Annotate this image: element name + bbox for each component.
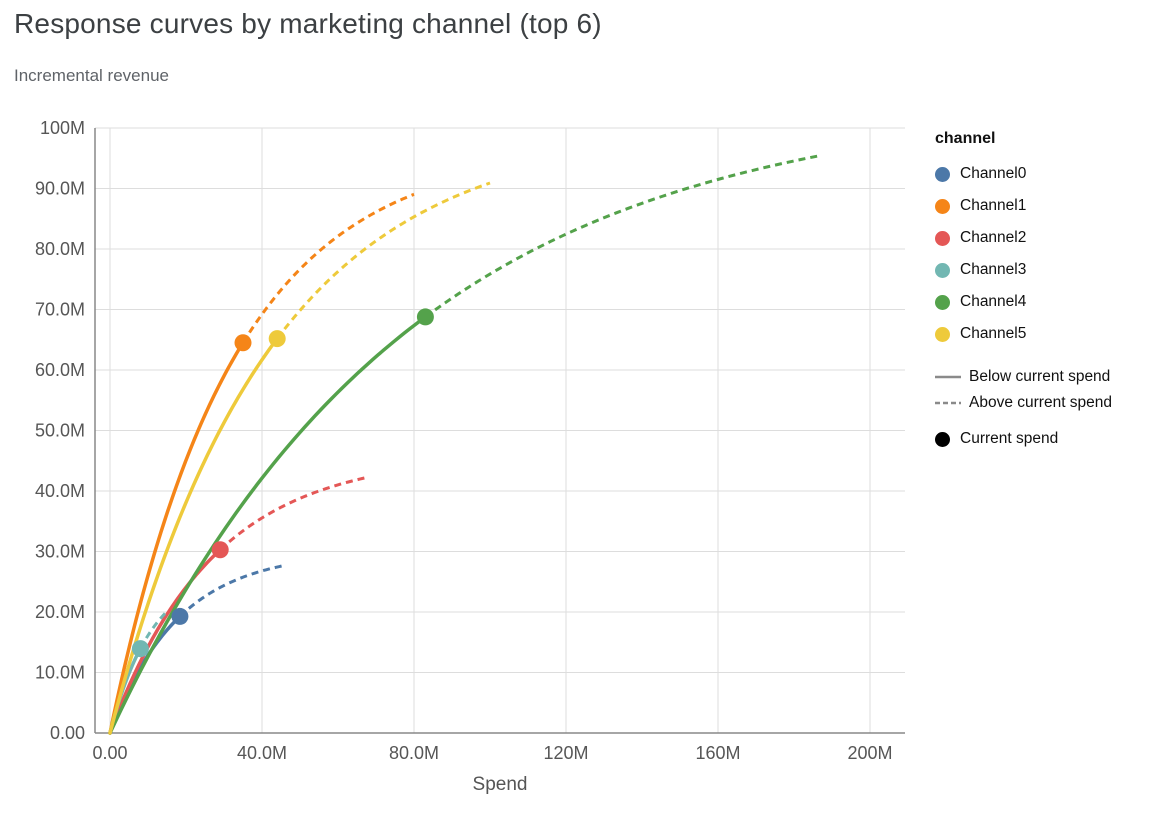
curve-solid-channel4 xyxy=(108,315,428,735)
y-tick-label: 60.0M xyxy=(35,360,85,380)
legend-gap xyxy=(935,350,1161,364)
legend-label: Below current spend xyxy=(969,368,1111,385)
legend-swatch-channel5 xyxy=(935,326,950,342)
legend: channel Channel0 Channel1 Channel2 Channel3… xyxy=(935,130,1161,454)
legend-title: channel xyxy=(935,130,996,147)
y-tick-label: 0.00 xyxy=(50,723,85,743)
legend-swatch-channel2 xyxy=(935,230,950,246)
legend-item-channel4: Channel4 xyxy=(935,286,1161,318)
legend-swatch-channel4 xyxy=(935,294,950,310)
curve-dashed-channel3 xyxy=(139,610,169,650)
y-tick-label: 80.0M xyxy=(35,239,85,259)
curve-dashed-channel5 xyxy=(276,181,491,340)
legend-label: Current spend xyxy=(960,430,1059,447)
legend-item-below-current-spend: Below current spend xyxy=(935,364,1161,390)
legend-label: Channel3 xyxy=(960,261,1027,278)
legend-label: Channel1 xyxy=(960,197,1027,214)
chart-subtitle: Incremental revenue xyxy=(14,66,169,85)
x-tick-label: 80.0M xyxy=(389,743,439,763)
current-spend-dot-channel5 xyxy=(268,330,286,348)
y-tick-label: 20.0M xyxy=(35,602,85,622)
x-tick-label: 40.0M xyxy=(237,743,287,763)
curve-dashed-channel1 xyxy=(241,192,415,344)
curve-dashed-channel2 xyxy=(219,476,365,551)
legend-item-channel3: Channel3 xyxy=(935,254,1161,286)
curve-solid-channel2 xyxy=(108,548,222,735)
legend-point-entry: Current spend xyxy=(935,424,1161,454)
legend-label: Channel2 xyxy=(960,229,1027,246)
legend-line-style-entries: Below current spend Above current spend xyxy=(935,364,1161,416)
legend-item-channel1: Channel1 xyxy=(935,190,1161,222)
chart-title: Response curves by marketing channel (to… xyxy=(14,8,602,39)
legend-item-channel2: Channel2 xyxy=(935,222,1161,254)
dashed-line-icon xyxy=(935,401,961,405)
curve-dashed-channel4 xyxy=(424,154,821,319)
y-tick-label: 40.0M xyxy=(35,481,85,501)
x-tick-label: 160M xyxy=(695,743,740,763)
current-spend-dot-channel4 xyxy=(416,308,434,326)
current-spend-dot-channel1 xyxy=(234,334,252,352)
y-tick-label: 100M xyxy=(40,118,85,138)
legend-item-channel0: Channel0 xyxy=(935,158,1161,190)
legend-item-above-current-spend: Above current spend xyxy=(935,390,1161,416)
y-tick-label: 30.0M xyxy=(35,542,85,562)
curve-dashed-channel0 xyxy=(178,564,284,618)
current-spend-dot-icon xyxy=(935,431,950,447)
legend-item-channel5: Channel5 xyxy=(935,318,1161,350)
y-tick-label: 10.0M xyxy=(35,663,85,683)
curve-solid-channel1 xyxy=(108,340,245,735)
legend-channel-entries: Channel0 Channel1 Channel2 Channel3 Channel4… xyxy=(935,158,1161,350)
current-spend-dot-channel0 xyxy=(171,607,189,625)
legend-swatch-channel3 xyxy=(935,262,950,278)
current-spend-dot-channel2 xyxy=(211,541,229,559)
legend-label: Channel5 xyxy=(960,325,1027,342)
legend-label: Channel4 xyxy=(960,293,1027,310)
legend-swatch-channel1 xyxy=(935,198,950,214)
legend-label: Above current spend xyxy=(969,394,1113,411)
x-axis-title: Spend xyxy=(472,774,528,795)
legend-swatch-channel0 xyxy=(935,166,950,182)
current-spend-dot-channel3 xyxy=(131,640,149,658)
y-tick-label: 50.0M xyxy=(35,421,85,441)
y-tick-label: 70.0M xyxy=(35,300,85,320)
legend-label: Channel0 xyxy=(960,165,1027,182)
curve-solid-channel0 xyxy=(108,614,182,735)
x-tick-label: 200M xyxy=(847,743,892,763)
solid-line-icon xyxy=(935,375,961,379)
legend-item-current-spend: Current spend xyxy=(935,424,1161,454)
y-tick-label: 90.0M xyxy=(35,179,85,199)
x-tick-label: 120M xyxy=(543,743,588,763)
response-curves-plot: 0.00 10.0M 20.0M 30.0M 40.0M 50.0M 60.0M 70.0M 8… xyxy=(35,118,905,763)
x-tick-label: 0.00 xyxy=(92,743,127,763)
curve-solid-channel5 xyxy=(108,336,279,735)
